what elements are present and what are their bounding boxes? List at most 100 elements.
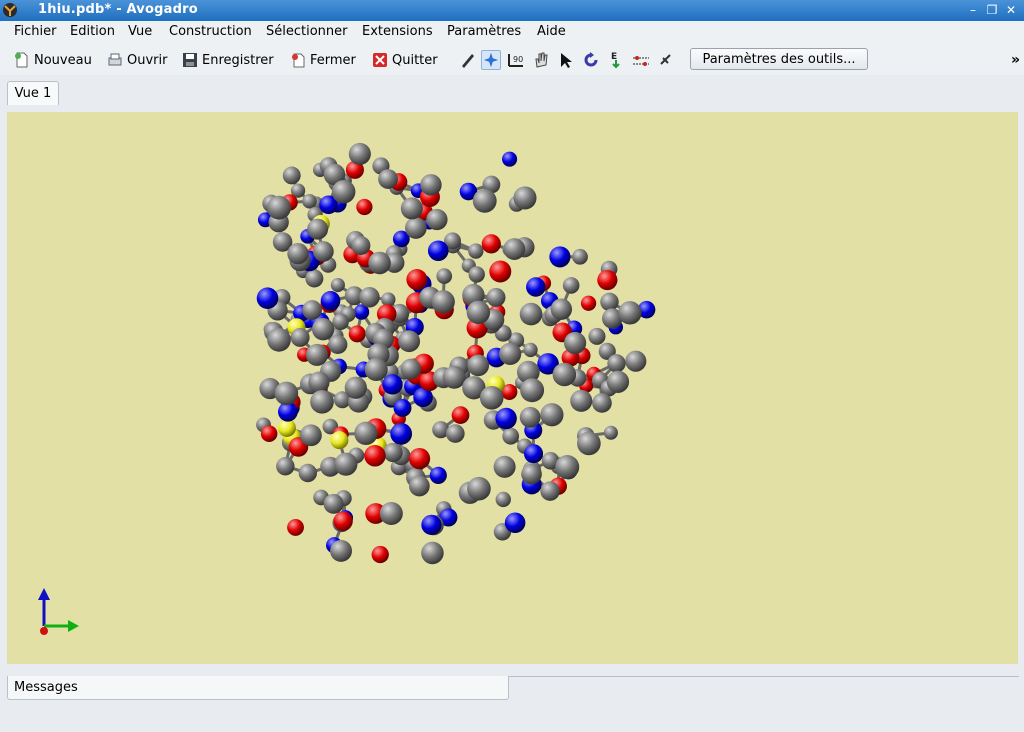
atom[interactable] (290, 327, 310, 347)
atom[interactable] (282, 166, 301, 185)
atom[interactable] (300, 424, 322, 447)
atom[interactable] (311, 318, 335, 341)
atom[interactable] (334, 452, 358, 476)
atom[interactable] (330, 277, 345, 293)
atom[interactable] (332, 313, 349, 330)
autoopt-tool-icon[interactable]: E (606, 50, 626, 70)
close-window-icon[interactable]: ✕ (1005, 3, 1017, 17)
select-arrow-icon[interactable] (556, 50, 576, 70)
menu-fichier[interactable]: Fichier (14, 24, 57, 39)
atom[interactable] (502, 151, 518, 167)
menu-construction[interactable]: Construction (169, 24, 252, 39)
atom[interactable] (602, 308, 623, 329)
atom[interactable] (365, 503, 387, 524)
atom[interactable] (520, 378, 545, 403)
atom[interactable] (555, 455, 580, 480)
atom[interactable] (400, 358, 422, 380)
atom[interactable] (302, 300, 322, 320)
bond-centric-tool-icon[interactable] (656, 50, 676, 70)
molecule-view[interactable] (7, 112, 1018, 664)
atom[interactable] (513, 186, 537, 210)
atom[interactable] (432, 421, 450, 439)
atom[interactable] (287, 242, 309, 265)
splitter-handle[interactable] (0, 666, 1024, 674)
atom[interactable] (378, 169, 398, 189)
atom[interactable] (472, 188, 497, 213)
atom[interactable] (290, 183, 306, 198)
menu-extensions[interactable]: Extensions (362, 24, 433, 39)
atom[interactable] (421, 514, 442, 535)
atom[interactable] (431, 290, 455, 314)
atom[interactable] (504, 512, 526, 534)
atom[interactable] (312, 241, 334, 262)
atom[interactable] (348, 142, 371, 165)
atom[interactable] (580, 295, 597, 311)
atom[interactable] (383, 442, 403, 463)
atom[interactable] (577, 431, 601, 456)
atom[interactable] (606, 370, 630, 393)
toolbar-overflow-icon[interactable]: » (1011, 52, 1021, 68)
atom[interactable] (572, 248, 588, 265)
atom[interactable] (305, 269, 324, 288)
atom[interactable] (482, 175, 501, 194)
atom[interactable] (451, 406, 470, 424)
atom[interactable] (353, 304, 370, 320)
atom[interactable] (421, 541, 444, 565)
atom[interactable] (267, 327, 291, 352)
atom[interactable] (278, 401, 298, 422)
atom[interactable] (298, 463, 318, 483)
atom[interactable] (333, 391, 351, 409)
menu-parametres[interactable]: Paramètres (447, 24, 522, 39)
atom[interactable] (371, 545, 389, 564)
atom[interactable] (495, 407, 517, 430)
close-button[interactable]: Fermer (290, 50, 356, 70)
atom[interactable] (495, 491, 511, 508)
atom[interactable] (359, 286, 380, 308)
atom[interactable] (348, 325, 366, 343)
atom[interactable] (305, 343, 329, 366)
atom[interactable] (439, 508, 458, 527)
atom[interactable] (308, 371, 330, 393)
atom[interactable] (503, 238, 526, 260)
atom[interactable] (364, 445, 386, 467)
atom[interactable] (468, 266, 485, 283)
save-button[interactable]: Enregistrer (182, 50, 274, 70)
atom[interactable] (390, 422, 413, 445)
atom[interactable] (429, 466, 447, 484)
new-button[interactable]: Nouveau (14, 50, 92, 70)
atom[interactable] (562, 277, 580, 294)
atom[interactable] (519, 302, 543, 326)
atom[interactable] (537, 353, 559, 375)
atom[interactable] (356, 198, 373, 216)
atom[interactable] (436, 268, 453, 284)
atom[interactable] (310, 389, 334, 414)
atom[interactable] (331, 179, 356, 204)
atom[interactable] (400, 197, 423, 220)
atom[interactable] (328, 334, 348, 355)
atom[interactable] (319, 195, 338, 215)
atom[interactable] (550, 298, 573, 320)
atom[interactable] (467, 354, 490, 377)
atom[interactable] (323, 163, 346, 186)
atom[interactable] (625, 350, 647, 372)
atom[interactable] (442, 365, 466, 389)
atom[interactable] (406, 269, 428, 291)
menu-aide[interactable]: Aide (537, 24, 566, 39)
atom[interactable] (381, 292, 396, 307)
atom[interactable] (382, 374, 403, 395)
atom[interactable] (603, 425, 618, 440)
atom[interactable] (307, 218, 329, 240)
atom[interactable] (364, 357, 388, 381)
draw-tool-icon[interactable] (458, 50, 478, 70)
atom[interactable] (600, 292, 619, 312)
tool-settings-button[interactable]: Paramètres des outils... (690, 48, 868, 70)
atom[interactable] (526, 277, 546, 297)
atom[interactable] (344, 286, 364, 306)
menu-edition[interactable]: Edition (70, 24, 115, 39)
atom[interactable] (467, 476, 491, 501)
atom[interactable] (368, 251, 391, 275)
atom[interactable] (549, 246, 571, 268)
navigate-tool-icon[interactable] (481, 50, 501, 70)
measure-tool-icon[interactable]: 90 (506, 50, 526, 70)
atom[interactable] (486, 287, 506, 307)
